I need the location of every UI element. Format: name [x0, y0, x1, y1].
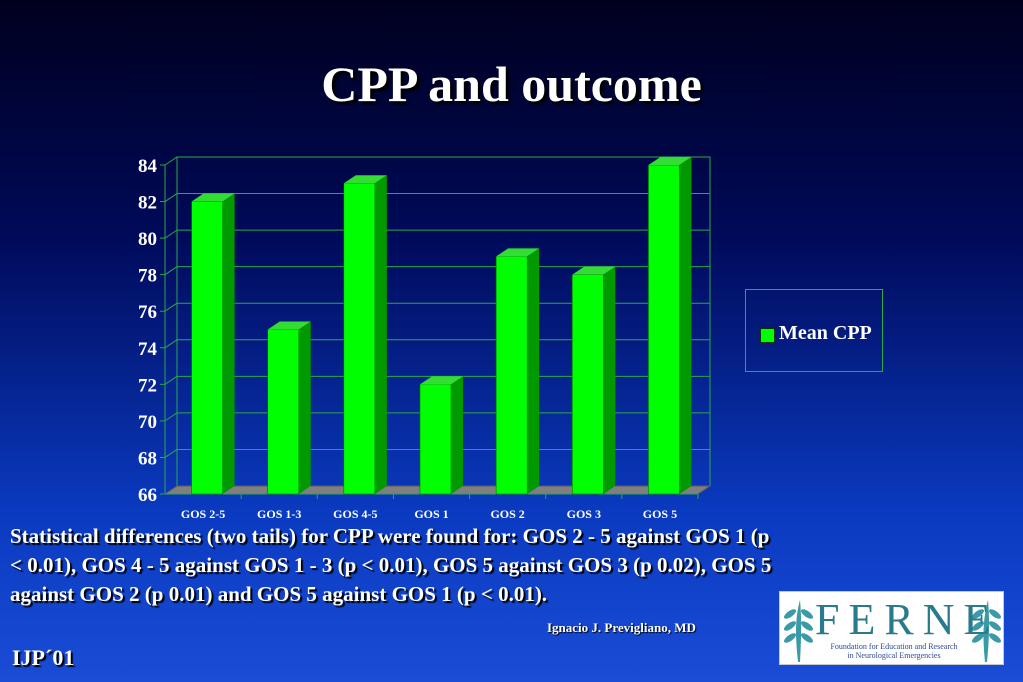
bar-top	[267, 321, 311, 330]
x-tick-label: GOS 1	[414, 507, 448, 521]
bar-face	[267, 329, 299, 495]
bar-top	[496, 248, 540, 257]
x-tick-label: GOS 3	[567, 507, 601, 521]
bar-top	[343, 175, 387, 184]
y-tick-label: 84	[138, 156, 158, 177]
slide-title: CPP and outcome	[321, 56, 702, 112]
y-tick-label: 66	[138, 485, 157, 506]
bar-top	[572, 266, 616, 275]
gridline-depth	[164, 229, 178, 239]
bar-chart: 66 68 70 72 74 76 78 80 82 84 GOS 2-5 GOS 1-3 GOS 4…	[138, 156, 712, 521]
bar-top	[191, 193, 235, 202]
bar-gos-3	[572, 266, 616, 495]
y-tick-label: 70	[138, 412, 157, 433]
leaf-icon	[784, 600, 1001, 662]
caption-line: Statistical differences (two tails) for …	[10, 524, 770, 548]
gridline-depth	[164, 449, 178, 458]
bar-gos-5	[648, 157, 692, 495]
gridline-depth	[164, 412, 178, 422]
bar-face	[572, 274, 604, 495]
legend-label-mean-cpp: Mean CPP	[779, 322, 872, 344]
bar-gos-2-5	[191, 193, 235, 495]
chart-bars	[191, 157, 692, 495]
bar-side	[451, 376, 463, 494]
ferne-logo: FERNE Foundation for Education and Resea…	[779, 591, 1004, 665]
y-tick-label: 76	[138, 302, 157, 323]
bar-side	[679, 157, 692, 494]
logo-wordmark: FERNE	[815, 595, 1000, 644]
gridline-depth	[164, 339, 178, 349]
logo-subtitle-line: Foundation for Education and Research	[830, 642, 958, 651]
legend-swatch-mean-cpp	[760, 328, 775, 343]
bar-side	[603, 266, 616, 494]
bar-face	[419, 384, 452, 495]
bar-gos-1-3	[267, 321, 311, 495]
bar-gos-2	[495, 248, 540, 495]
y-tick-label: 78	[138, 266, 157, 287]
y-tick-label: 72	[138, 375, 157, 396]
x-tick-label: GOS 1-3	[257, 507, 301, 521]
author-credit: Ignacio J. Previgliano, MD	[547, 620, 696, 635]
y-tick-label: 80	[138, 229, 157, 250]
bar-face	[191, 201, 223, 495]
statistics-caption: Statistical differences (two tails) for …	[10, 522, 935, 609]
caption-line: < 0.01), GOS 4 - 5 against GOS 1 - 3 (p …	[10, 553, 772, 577]
bar-top	[648, 157, 692, 165]
gridline-depth	[164, 266, 178, 276]
y-tick-label: 68	[138, 448, 157, 469]
bar-top	[420, 376, 463, 385]
bar-face	[495, 256, 528, 495]
gridline-depth	[164, 193, 178, 202]
gridline-depth	[164, 375, 178, 385]
logo-subtitle-line: in Neurological Emergencies	[847, 651, 941, 660]
y-tick-label: 74	[138, 339, 158, 360]
bar-gos-4-5	[343, 175, 387, 495]
bar-face	[648, 164, 680, 495]
bar-gos-1	[419, 376, 463, 495]
bar-face	[343, 183, 376, 495]
logo-subtitle: Foundation for Education and Research in…	[815, 642, 973, 660]
x-tick-label: GOS 2	[490, 507, 524, 521]
x-tick-label: GOS 2-5	[181, 507, 225, 521]
gridline-depth	[164, 156, 178, 166]
caption-line: against GOS 2 (p 0.01) and GOS 5 against…	[10, 582, 548, 606]
x-tick-label: GOS 4-5	[333, 507, 377, 521]
bar-side	[527, 248, 540, 494]
x-tick-labels: GOS 2-5 GOS 1-3 GOS 4-5 GOS 1 GOS 2 GOS 3 GOS …	[181, 494, 699, 521]
bar-side	[298, 321, 311, 494]
chart-legend: Mean CPP	[745, 289, 883, 372]
bar-side	[222, 193, 235, 495]
footer-initials: IJP´01	[12, 645, 75, 670]
x-tick-label: GOS 5	[643, 507, 677, 521]
gridline-depth	[164, 302, 178, 312]
y-tick-labels: 66 68 70 72 74 76 78 80 82 84	[138, 156, 158, 506]
y-tick-label: 82	[138, 193, 157, 214]
bar-side	[374, 175, 387, 494]
